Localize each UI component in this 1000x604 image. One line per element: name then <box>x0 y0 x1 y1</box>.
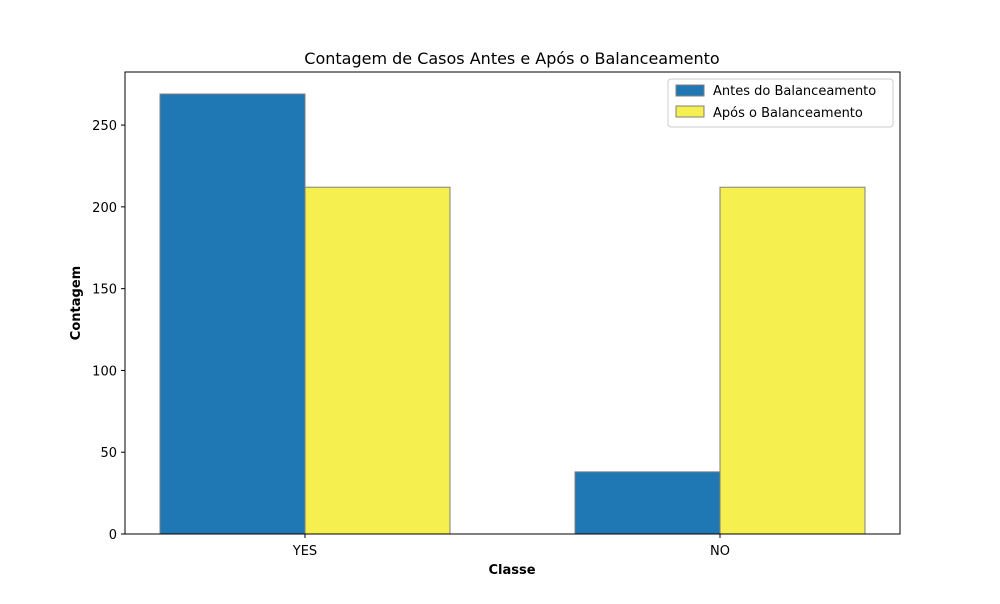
chart-title: Contagem de Casos Antes e Após o Balance… <box>304 49 719 68</box>
y-tick-label: 100 <box>92 364 117 379</box>
bars-layer <box>159 93 866 535</box>
bar-yes-series-1 <box>304 186 451 535</box>
bar-no-series-1 <box>719 186 866 535</box>
x-tick-label-no: NO <box>710 544 730 559</box>
y-tick-label: 50 <box>100 446 117 461</box>
y-tick-label: 150 <box>92 283 117 298</box>
x-ticks: YES NO <box>292 534 730 559</box>
legend-box <box>667 78 894 128</box>
legend-swatch-apos <box>675 105 705 118</box>
y-axis-label: Contagem <box>69 266 84 340</box>
y-ticks: 0 50 100 150 200 250 <box>92 119 125 543</box>
legend: Antes do Balanceamento Após o Balanceame… <box>667 78 894 128</box>
x-tick-label-yes: YES <box>292 544 317 559</box>
y-tick-label: 200 <box>92 201 117 216</box>
y-tick-label: 0 <box>109 528 117 543</box>
legend-label-apos: Após o Balanceamento <box>713 106 863 121</box>
y-tick-label: 250 <box>92 119 117 134</box>
bar-yes-series-0 <box>159 93 306 535</box>
legend-label-antes: Antes do Balanceamento <box>713 84 876 99</box>
bar-no-series-0 <box>574 471 721 535</box>
legend-swatch-antes <box>675 84 705 97</box>
x-axis-label: Classe <box>488 563 535 578</box>
plot-frame <box>124 71 901 535</box>
